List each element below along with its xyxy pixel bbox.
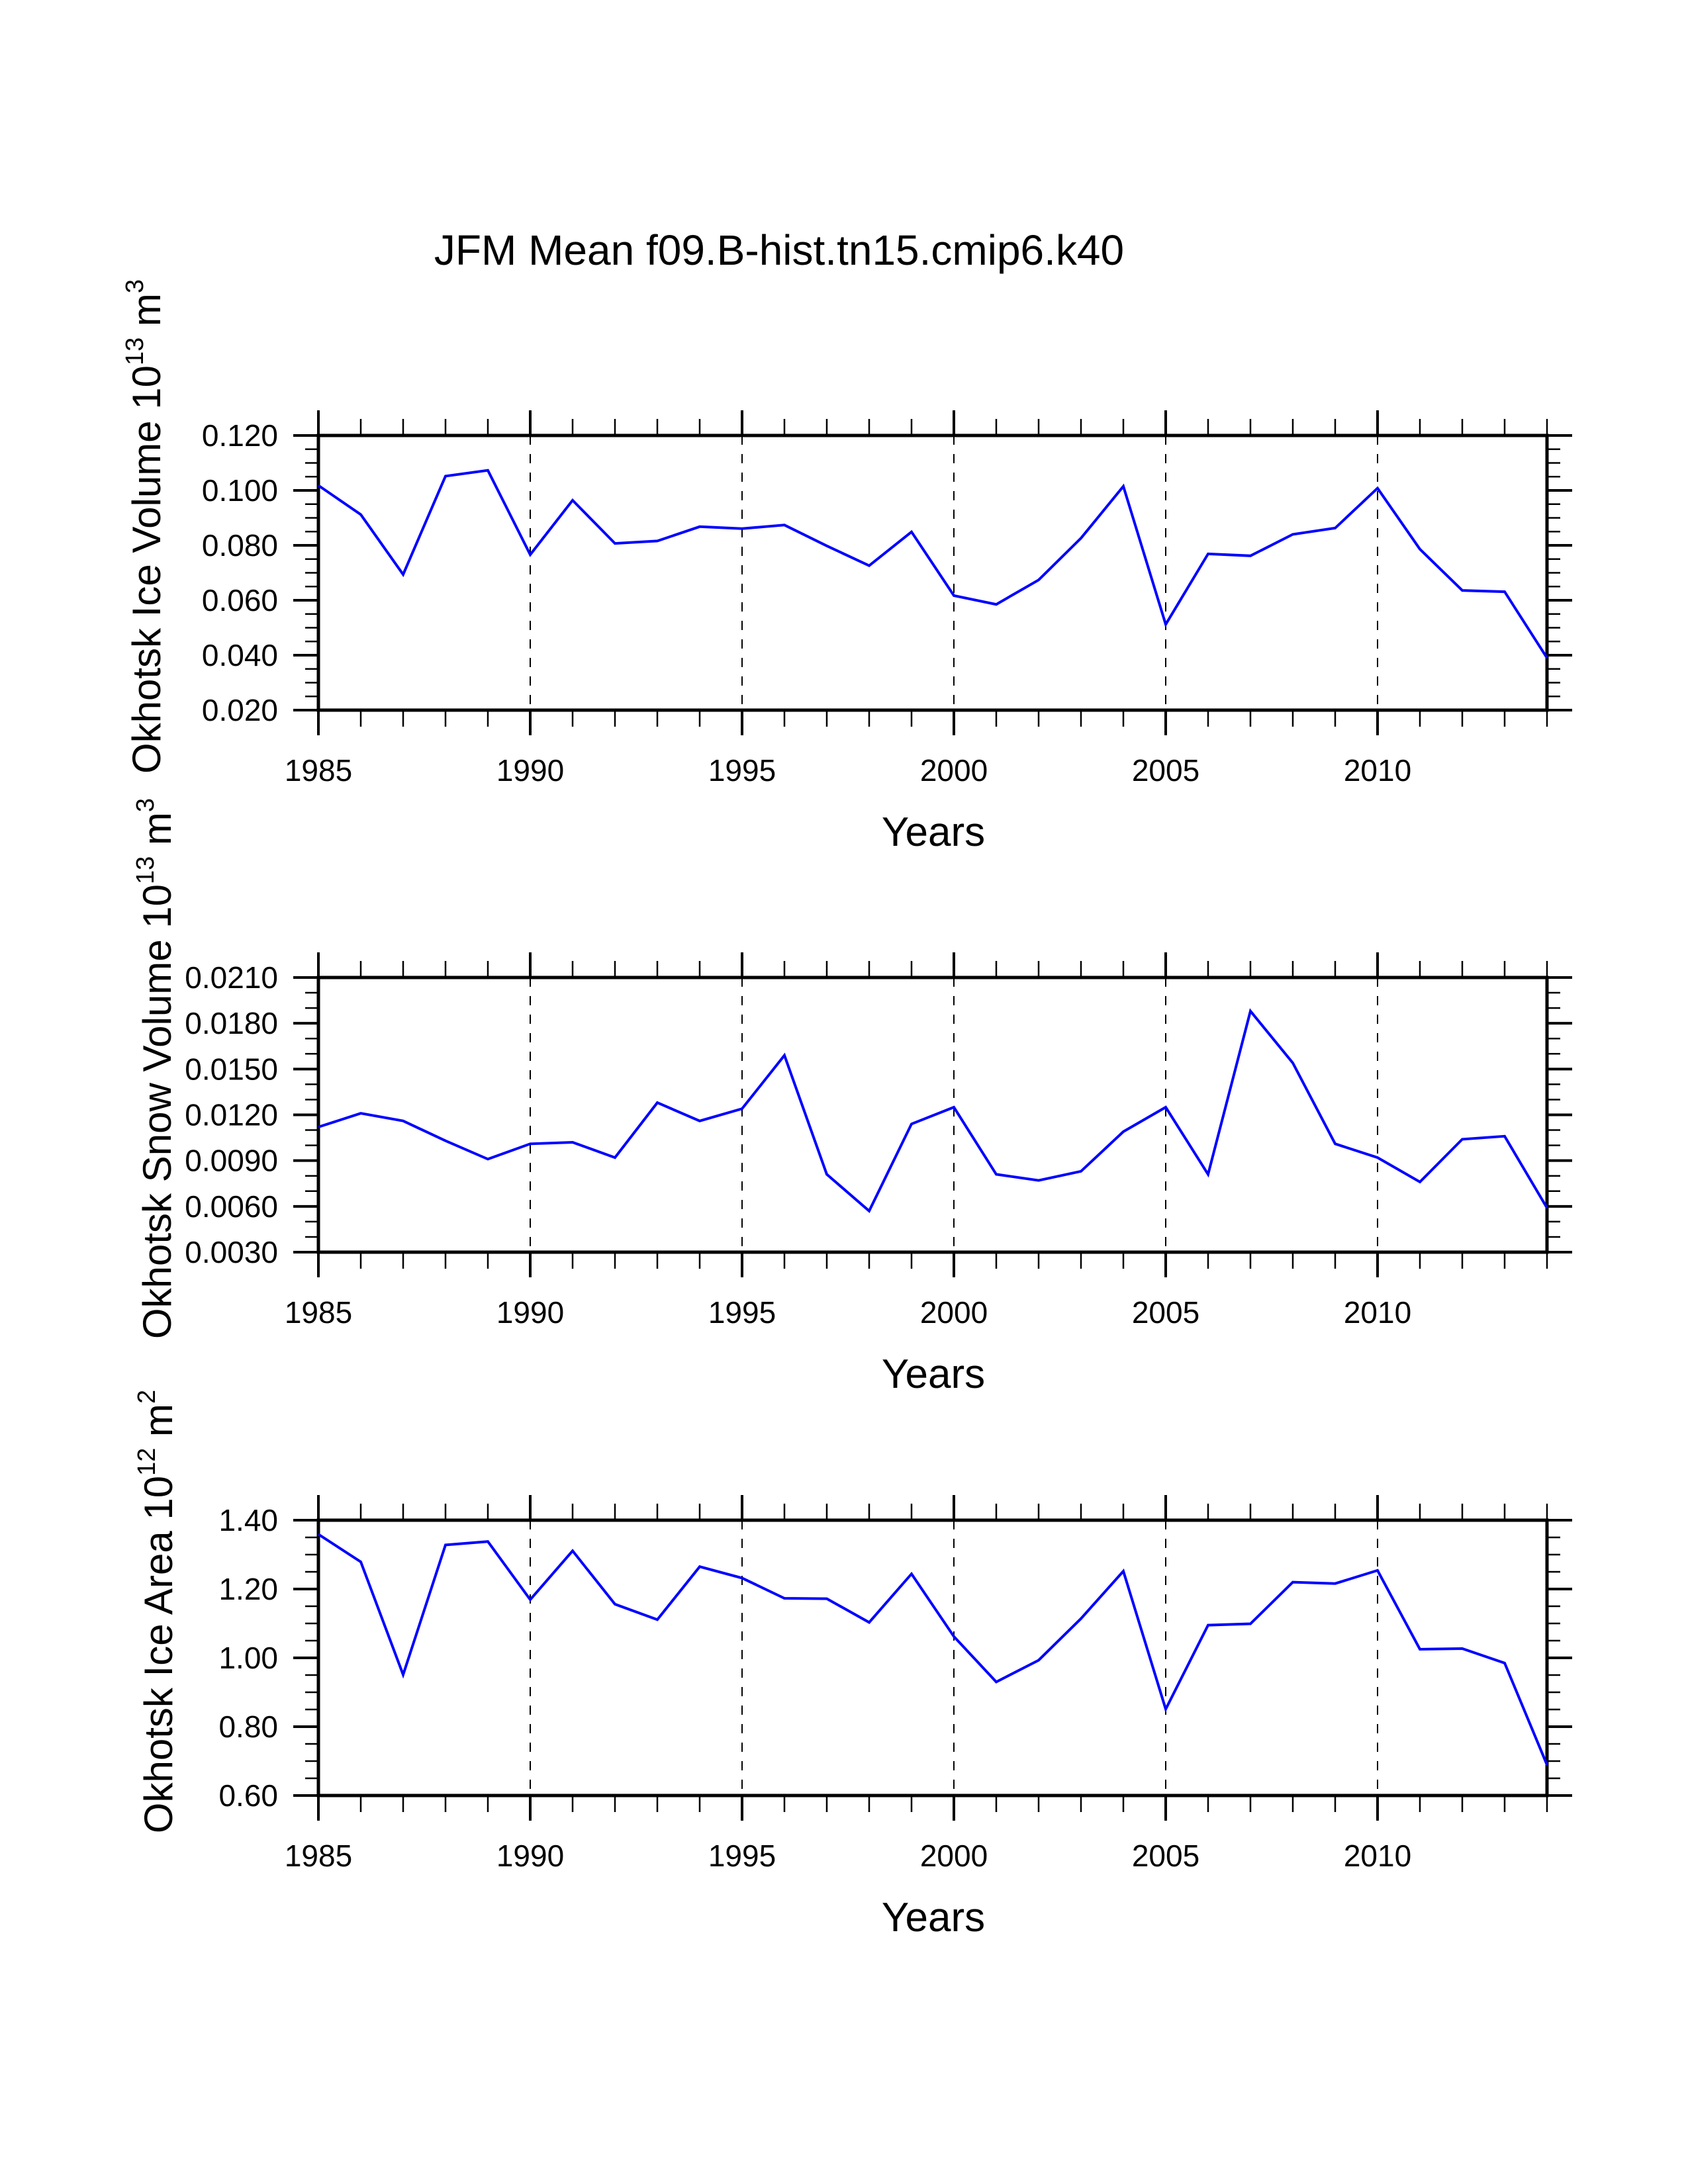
series-line-ice-area xyxy=(317,1533,1548,1766)
y-tick-label: 0.100 xyxy=(202,473,278,508)
y-tick-label: 0.0090 xyxy=(185,1144,278,1178)
x-tick-label: 1990 xyxy=(496,1839,564,1873)
plot-frame xyxy=(316,433,1549,712)
x-tick-label: 2000 xyxy=(920,1839,988,1873)
y-tick-label: 0.020 xyxy=(202,693,278,727)
y-axis-title: Okhotsk Ice Area 1012 m2 xyxy=(133,1390,181,1833)
x-tick-label: 2010 xyxy=(1344,753,1411,788)
x-axis-title: Years xyxy=(882,809,985,855)
y-tick-label: 0.080 xyxy=(202,528,278,563)
series-line-ice-volume xyxy=(317,469,1548,659)
x-tick-label: 1985 xyxy=(285,753,352,788)
y-tick-label: 0.80 xyxy=(218,1709,278,1744)
x-tick-label: 2000 xyxy=(920,1295,988,1330)
x-tick-label: 2005 xyxy=(1132,1839,1199,1873)
y-tick-label: 0.0210 xyxy=(185,960,278,995)
panel-snow-volume: 0.0030 0.0060 0.0090 0.0120 0.0150 0.0180 0.02… xyxy=(132,798,1572,1397)
y-axis-title: Okhotsk Ice Volume 1013 m3 xyxy=(121,279,169,774)
x-tick-label: 2010 xyxy=(1344,1839,1411,1873)
y-tick-label: 0.0030 xyxy=(185,1235,278,1269)
x-tick-label: 2005 xyxy=(1132,753,1199,788)
x-tick-label: 2000 xyxy=(920,753,988,788)
y-tick-label: 0.0060 xyxy=(185,1189,278,1224)
y-tick-label: 0.060 xyxy=(202,583,278,617)
y-tick-label: 1.40 xyxy=(218,1503,278,1537)
x-axis-title: Years xyxy=(882,1351,985,1397)
y-tick-label: 0.120 xyxy=(202,418,278,453)
x-tick-label: 1990 xyxy=(496,753,564,788)
x-tick-label: 1995 xyxy=(708,753,776,788)
x-tick-label: 1985 xyxy=(285,1295,352,1330)
x-tick-label: 1995 xyxy=(708,1839,776,1873)
y-tick-label: 0.60 xyxy=(218,1778,278,1813)
y-tick-label: 1.00 xyxy=(218,1641,278,1675)
panel-ice-volume: 0.020 0.040 0.060 0.080 0.100 0.120 1985 1990 19… xyxy=(121,279,1572,855)
y-tick-label: 0.0180 xyxy=(185,1006,278,1040)
y-tick-label: 0.0150 xyxy=(185,1052,278,1086)
series-line-snow-volume xyxy=(318,1008,1548,1214)
x-tick-label: 2005 xyxy=(1132,1295,1199,1330)
x-axis-title: Years xyxy=(882,1895,985,1940)
x-tick-label: 1990 xyxy=(496,1295,564,1330)
y-tick-label: 0.040 xyxy=(202,638,278,672)
panels: 0.020 0.040 0.060 0.080 0.100 0.120 1985 1990 19… xyxy=(121,279,1572,1940)
plot-frame xyxy=(316,976,1549,1254)
y-tick-label: 0.0120 xyxy=(185,1098,278,1132)
plot-frame xyxy=(316,1518,1549,1797)
x-tick-label: 1995 xyxy=(708,1295,776,1330)
chart-title: JFM Mean f09.B-hist.tn15.cmip6.k40 xyxy=(434,226,1124,274)
x-tick-label: 2010 xyxy=(1344,1295,1411,1330)
panel-ice-area: 0.60 0.80 1.00 1.20 1.40 1985 1990 1995 2000 2005… xyxy=(133,1390,1572,1940)
y-tick-label: 1.20 xyxy=(218,1572,278,1606)
y-axis-title: Okhotsk Snow Volume 1013 m3 xyxy=(132,798,179,1339)
x-tick-label: 1985 xyxy=(285,1839,352,1873)
